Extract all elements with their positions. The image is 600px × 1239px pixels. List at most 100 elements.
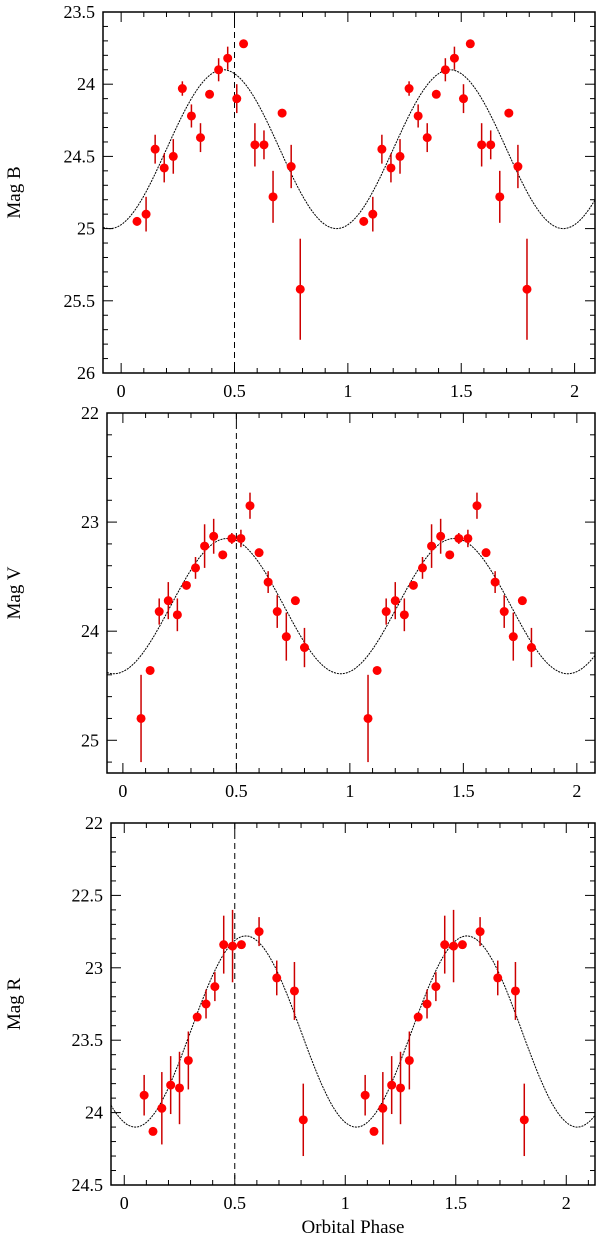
data-point xyxy=(268,192,278,202)
y-tick-label: 22 xyxy=(81,403,99,423)
data-point xyxy=(277,108,287,118)
y-tick-label: 24 xyxy=(85,1103,103,1123)
data-point xyxy=(522,284,532,294)
x-tick-label: 1 xyxy=(341,1193,350,1213)
data-point xyxy=(513,162,523,172)
data-point xyxy=(219,940,229,950)
data-point xyxy=(495,192,505,202)
y-tick-label: 22.5 xyxy=(72,885,104,905)
data-point xyxy=(177,84,187,94)
y-axis-label: Mag B xyxy=(4,166,25,218)
x-tick-label: 1.5 xyxy=(452,781,475,801)
x-tick-label: 1 xyxy=(343,381,352,401)
data-point xyxy=(157,1103,167,1113)
data-point xyxy=(431,89,441,99)
data-point xyxy=(290,596,300,606)
data-point xyxy=(381,607,391,617)
data-point xyxy=(359,216,369,226)
data-point xyxy=(281,632,291,642)
data-point xyxy=(148,1126,158,1136)
data-point xyxy=(427,541,437,551)
y-tick-label: 25.5 xyxy=(64,291,96,311)
x-tick-label: 0.5 xyxy=(223,381,246,401)
data-point xyxy=(150,144,160,154)
data-point xyxy=(192,1012,202,1022)
data-point xyxy=(272,973,282,983)
data-point xyxy=(209,531,219,541)
data-point xyxy=(210,982,220,992)
data-point xyxy=(477,140,487,150)
data-point xyxy=(205,89,215,99)
data-point xyxy=(227,533,237,543)
data-point xyxy=(228,941,238,951)
plot-frame xyxy=(110,822,596,1186)
y-tick-label: 24 xyxy=(77,74,95,94)
x-tick-label: 1.5 xyxy=(450,381,473,401)
data-point xyxy=(201,999,211,1009)
data-point xyxy=(458,94,468,104)
data-point xyxy=(463,533,473,543)
data-point xyxy=(136,713,146,723)
x-tick-label: 0 xyxy=(118,781,127,801)
panel-mag-b: 0 0.5 1 1.5 2 23.5 24 24.5 25 25.5 26 Mag B xyxy=(4,2,596,401)
data-point xyxy=(404,1055,414,1065)
data-point xyxy=(159,163,169,173)
x-tick-label: 2 xyxy=(570,381,579,401)
data-point xyxy=(250,140,260,150)
model-curve xyxy=(106,538,596,675)
x-tick-label: 1.5 xyxy=(445,1193,468,1213)
data-point xyxy=(486,140,496,150)
y-tick-label: 24.5 xyxy=(64,146,96,166)
data-point xyxy=(360,1090,370,1100)
y-tick-label: 23 xyxy=(81,512,99,532)
data-point xyxy=(289,986,299,996)
data-point xyxy=(254,548,264,558)
data-point xyxy=(298,1115,308,1125)
data-point xyxy=(386,163,396,173)
data-point xyxy=(440,940,450,950)
data-point xyxy=(214,65,224,75)
data-point xyxy=(263,577,273,587)
y-tick-label: 23 xyxy=(85,958,103,978)
data-point xyxy=(481,548,491,558)
data-point xyxy=(369,1126,379,1136)
data-point xyxy=(457,940,467,950)
data-point xyxy=(183,1055,193,1065)
y-tick-label: 25 xyxy=(77,219,95,239)
model-curve xyxy=(102,69,596,230)
data-point xyxy=(299,643,309,653)
data-point xyxy=(395,151,405,161)
y-axis-label: Mag R xyxy=(4,978,25,1031)
y-tick-label: 24 xyxy=(81,621,99,641)
data-point xyxy=(449,941,459,951)
data-point xyxy=(168,151,178,161)
data-point xyxy=(413,1012,423,1022)
data-point xyxy=(399,610,409,620)
data-point xyxy=(181,580,191,590)
y-tick-label: 23.5 xyxy=(72,1030,104,1050)
data-point xyxy=(368,209,378,219)
data-point xyxy=(154,607,164,617)
data-point xyxy=(239,39,249,49)
data-point xyxy=(245,501,255,511)
data-point xyxy=(449,53,459,63)
data-point xyxy=(236,533,246,543)
data-point xyxy=(132,216,142,226)
data-point xyxy=(422,133,432,143)
data-point xyxy=(517,596,527,606)
x-tick-label: 2 xyxy=(562,1193,571,1213)
data-point xyxy=(390,596,400,606)
data-point xyxy=(232,94,242,104)
data-point xyxy=(163,596,173,606)
data-point xyxy=(172,610,182,620)
data-point xyxy=(408,580,418,590)
y-tick-label: 22 xyxy=(85,813,103,833)
data-point xyxy=(404,84,414,94)
data-point xyxy=(472,501,482,511)
data-point xyxy=(145,665,155,675)
data-point xyxy=(413,111,423,121)
data-point xyxy=(378,1103,388,1113)
data-point xyxy=(510,986,520,996)
